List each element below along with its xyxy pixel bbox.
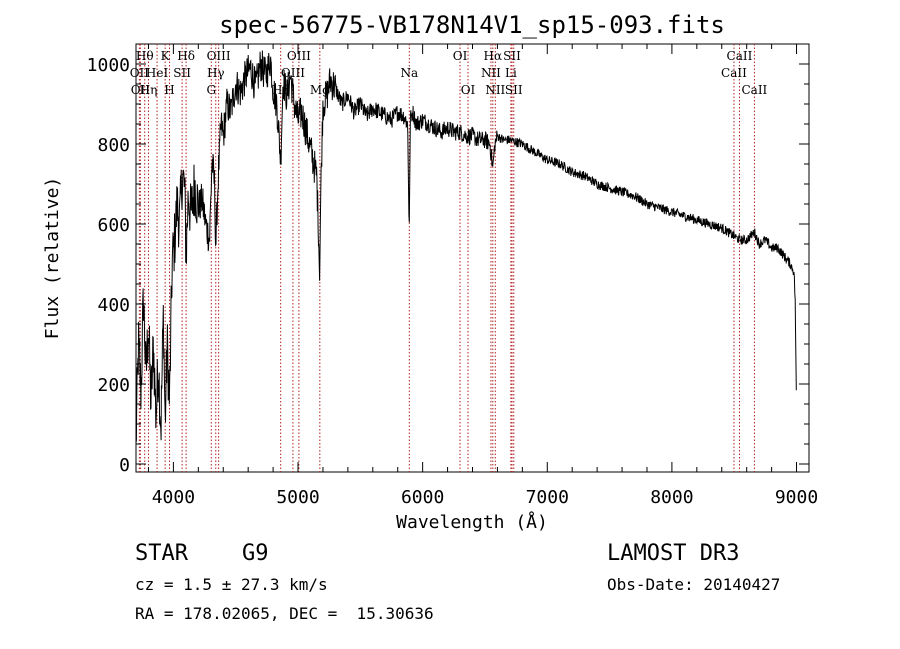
line-label-3: Hη: [140, 83, 158, 97]
line-label-27: CaII: [741, 83, 767, 97]
line-label-5: K: [161, 49, 171, 63]
line-label-2: Hθ: [136, 49, 154, 63]
y-tick-label: 800: [97, 135, 130, 156]
x-tick-label: 6000: [401, 487, 444, 508]
line-label-4: HeI: [146, 66, 169, 80]
line-label-1: OII: [131, 83, 151, 97]
line-label-23: SII: [503, 49, 521, 63]
spectrum-line: [135, 50, 797, 442]
x-axis: 4000 5000 6000 7000 8000 9000: [147, 44, 818, 508]
line-label-8: Hδ: [177, 49, 195, 63]
x-tick-label: 9000: [775, 487, 818, 508]
spectral-line-labels: OIIOIIHθHηHeIKHSIIHδGHγOIIIHβOIIIOIIIMgN…: [130, 49, 768, 97]
y-tick-label: 0: [119, 455, 130, 476]
obs-date-label: Obs-Date: 20140427: [607, 575, 781, 594]
line-label-20: Hα: [484, 49, 503, 63]
line-label-7: SII: [173, 66, 191, 80]
chart-title: spec-56775-VB178N14V1_sp15-093.fits: [219, 11, 725, 39]
line-label-9: G: [206, 83, 216, 97]
coordinates-label: RA = 178.02065, DEC = 15.30636: [135, 604, 434, 623]
line-label-18: OI: [461, 83, 476, 97]
object-class: STAR: [135, 541, 188, 566]
line-label-19: NII: [481, 66, 501, 80]
line-label-10: Hγ: [207, 66, 225, 80]
x-tick-label: 5000: [276, 487, 319, 508]
x-tick-label: 8000: [650, 487, 693, 508]
line-label-24: SII: [505, 83, 523, 97]
line-label-21: NII: [485, 83, 505, 97]
survey-label: LAMOST DR3: [607, 541, 740, 566]
line-label-14: OIII: [287, 49, 311, 63]
x-axis-label: Wavelength (Å): [396, 511, 548, 533]
x-tick-label: 7000: [526, 487, 569, 508]
line-label-13: OIII: [281, 66, 305, 80]
line-label-26: CaII: [727, 49, 753, 63]
line-label-22: Li: [505, 66, 517, 80]
y-tick-label: 200: [97, 375, 130, 396]
y-tick-label: 1000: [87, 55, 130, 76]
plot-frame: [135, 43, 810, 473]
y-tick-label: 400: [97, 295, 130, 316]
y-axis-label: Flux (relative): [42, 177, 63, 340]
object-subclass: G9: [242, 541, 269, 566]
line-label-17: OI: [453, 49, 468, 63]
line-label-11: OIII: [207, 49, 231, 63]
redshift-label: cz = 1.5 ± 27.3 km/s: [135, 575, 328, 594]
x-tick-label: 4000: [152, 487, 195, 508]
line-label-25: CaII: [721, 66, 747, 80]
y-axis: 0 200 400 600 800 1000: [87, 55, 809, 476]
line-label-6: H: [164, 83, 174, 97]
line-label-0: OII: [130, 66, 150, 80]
y-tick-label: 600: [97, 215, 130, 236]
line-label-16: Na: [400, 66, 418, 80]
